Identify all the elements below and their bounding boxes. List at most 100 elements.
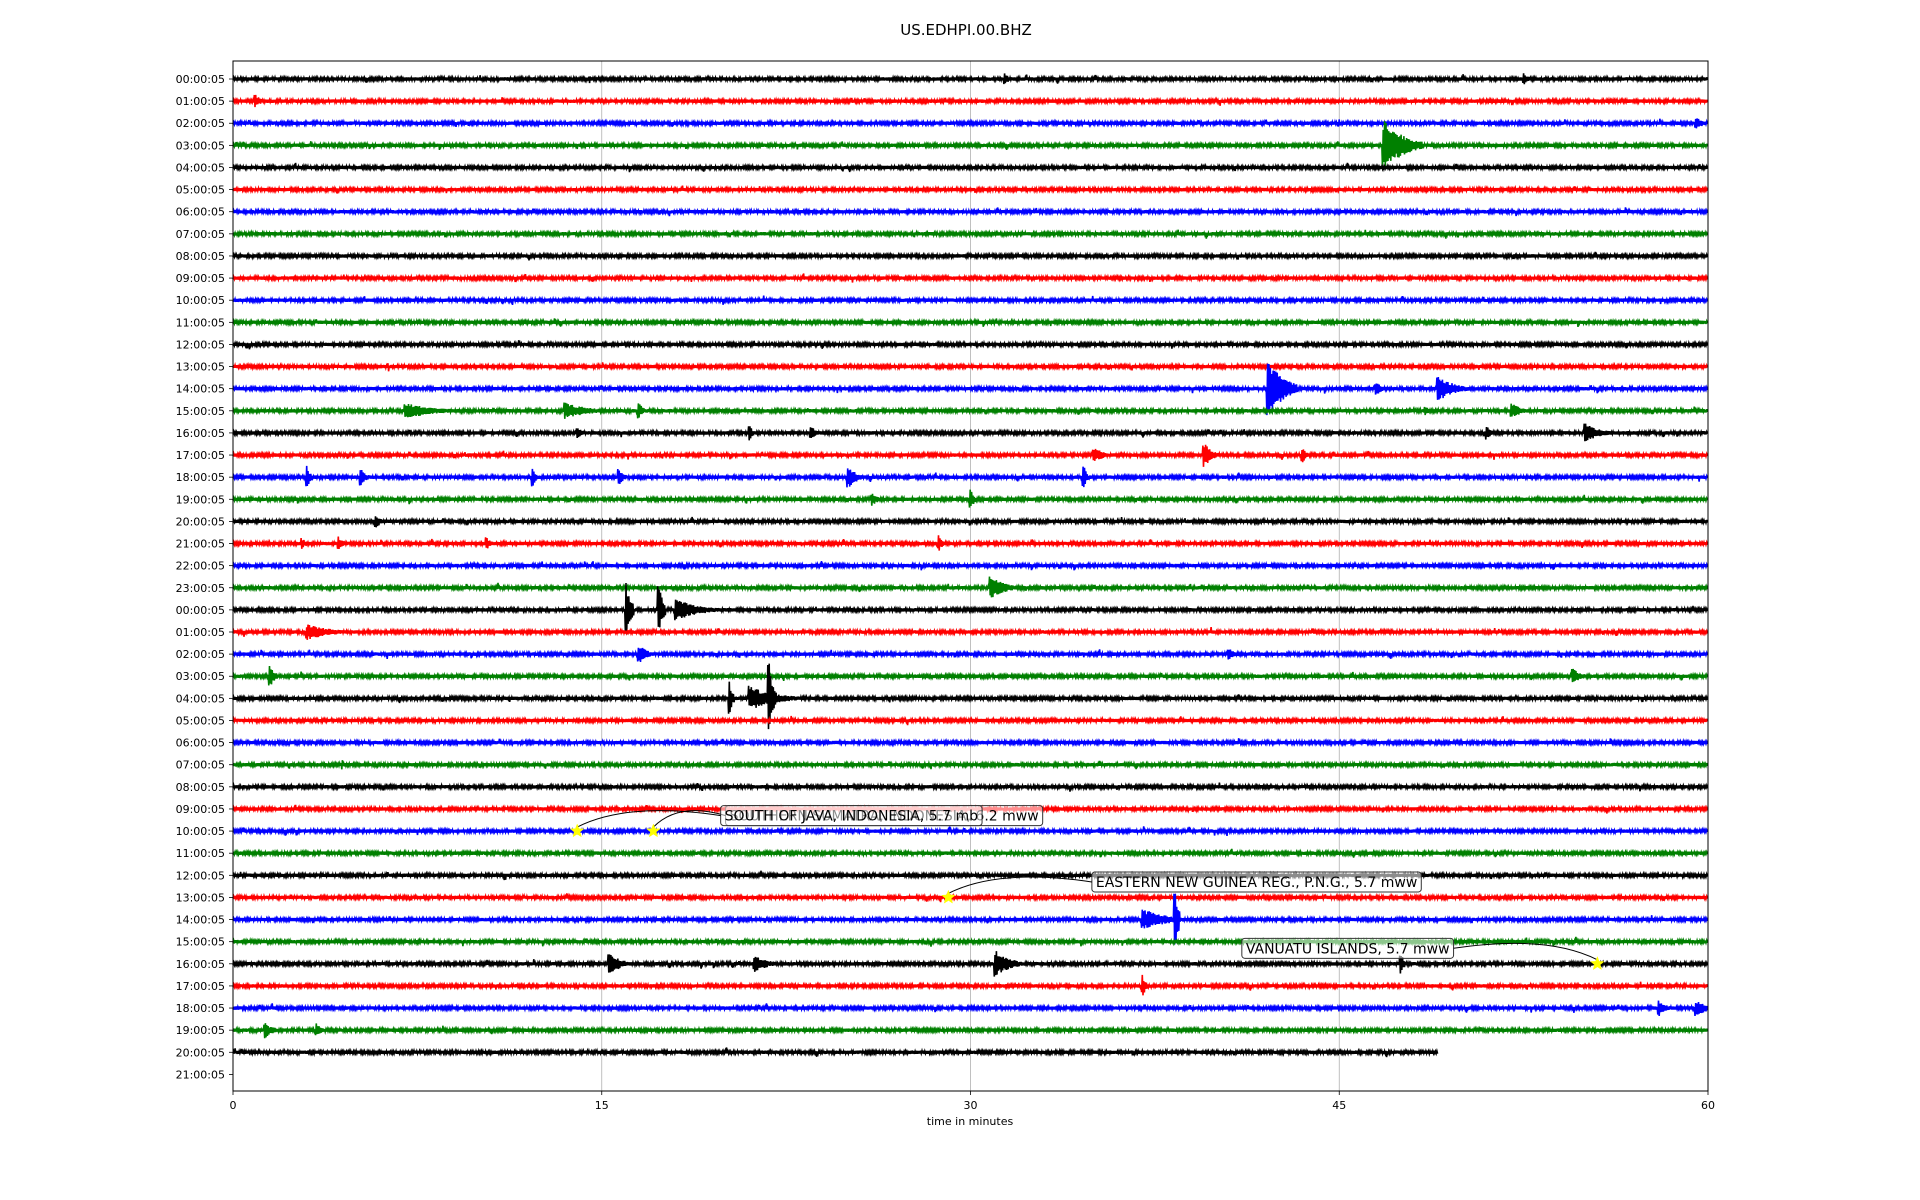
x-tick-labels: 0 15 30 45 60 (230, 1091, 1715, 1112)
seismic-trace (232, 94, 1709, 108)
seismic-trace (232, 229, 1709, 239)
y-tick-label: 16:00:05 (176, 958, 225, 971)
seismic-trace (232, 184, 1709, 195)
seismic-trace (232, 951, 1709, 977)
y-tick-label: 06:00:05 (176, 737, 225, 750)
y-tick-label: 04:00:05 (176, 692, 225, 705)
y-tick-label: 20:00:05 (176, 1046, 225, 1059)
seismic-trace (232, 582, 1709, 635)
y-tick-label: 07:00:05 (176, 228, 225, 241)
event-label: SOUTH OF JAVA, INDONESIA, 5.7 mb (725, 809, 978, 825)
event-star-marker (941, 889, 956, 904)
y-tick-label: 11:00:05 (176, 847, 225, 860)
event-connector (948, 876, 1092, 894)
y-tick-label: 19:00:05 (176, 493, 225, 506)
seismic-trace (232, 826, 1709, 836)
y-tick-label: 13:00:05 (176, 891, 225, 904)
y-tick-label: 04:00:05 (176, 161, 225, 174)
y-tick-label: 03:00:05 (176, 139, 225, 152)
x-axis-label: time in minutes (927, 1115, 1014, 1128)
seismic-trace (232, 339, 1709, 350)
y-tick-label: 12:00:05 (176, 338, 225, 351)
y-tick-label: 10:00:05 (176, 825, 225, 838)
x-tick-label: 45 (1332, 1099, 1346, 1112)
seismic-trace (232, 737, 1709, 748)
event-label-box (1241, 937, 1455, 959)
seismic-trace (232, 759, 1709, 770)
seismic-trace (232, 489, 1709, 508)
y-tick-label: 06:00:05 (176, 206, 225, 219)
y-tick-label: 05:00:05 (176, 714, 225, 727)
seismic-trace (232, 665, 1709, 686)
seismic-trace (232, 848, 1709, 859)
seismic-trace (232, 516, 1709, 528)
seismic-trace (232, 423, 1709, 442)
y-tick-label: 00:00:05 (176, 604, 225, 617)
event-connector (653, 810, 726, 828)
y-tick-label: 23:00:05 (176, 582, 225, 595)
seismic-trace (232, 162, 1709, 173)
seismic-trace (232, 206, 1709, 217)
seismic-trace (232, 663, 1709, 730)
y-tick-label: 14:00:05 (176, 914, 225, 927)
x-tick-label: 15 (595, 1099, 609, 1112)
y-tick-label: 13:00:05 (176, 361, 225, 374)
y-tick-label: 17:00:05 (176, 449, 225, 462)
y-tick-label: 12:00:05 (176, 869, 225, 882)
event-annotation: VANUATU ISLANDS, 5.7 mww (1241, 937, 1605, 971)
grid-lines (601, 61, 1340, 1091)
y-tick-label: 18:00:05 (176, 1002, 225, 1015)
y-tick-label: 09:00:05 (176, 272, 225, 285)
y-tick-label: 03:00:05 (176, 670, 225, 683)
y-tick-label: 01:00:05 (176, 626, 225, 639)
y-tick-labels: 00:00:05 01:00:05 02:00:05 03:00:05 04:00:05… (176, 73, 233, 1081)
seismic-trace (232, 1047, 1439, 1058)
y-tick-label: 14:00:05 (176, 383, 225, 396)
event-star-marker (646, 823, 661, 838)
y-tick-label: 07:00:05 (176, 759, 225, 772)
y-tick-label: 19:00:05 (176, 1024, 225, 1037)
event-connector (1453, 942, 1598, 961)
annotation-layer: SOUTHERN SUMATRA, INDONESIA, 6.2 mwwSOUT… (569, 805, 1605, 971)
seismic-trace (232, 363, 1709, 416)
seismic-trace (232, 73, 1709, 85)
event-annotation: SOUTH OF JAVA, INDONESIA, 5.7 mb (569, 805, 983, 838)
seismic-trace (232, 893, 1709, 945)
seismic-trace (232, 647, 1709, 662)
event-label: EASTERN NEW GUINEA REG., P.N.G., 5.7 mww (1096, 875, 1417, 891)
seismic-trace (232, 782, 1709, 792)
y-tick-label: 09:00:05 (176, 803, 225, 816)
y-tick-label: 21:00:05 (176, 538, 225, 551)
y-tick-label: 01:00:05 (176, 95, 225, 108)
y-tick-label: 05:00:05 (176, 184, 225, 197)
seismic-trace (232, 465, 1709, 488)
seismic-trace (232, 624, 1709, 640)
seismic-trace (232, 974, 1709, 996)
seismic-trace (232, 715, 1709, 726)
event-star-marker (569, 823, 585, 838)
y-tick-label: 10:00:05 (176, 294, 225, 307)
seismic-trace (232, 1023, 1709, 1039)
event-connector (576, 810, 721, 828)
event-label: VANUATU ISLANDS, 5.7 mww (1246, 941, 1450, 957)
x-tick-label: 0 (230, 1099, 237, 1112)
y-tick-label: 02:00:05 (176, 117, 225, 130)
y-tick-label: 16:00:05 (176, 427, 225, 440)
x-tick-label: 30 (964, 1099, 978, 1112)
seismic-trace (232, 1000, 1709, 1017)
y-tick-label: 17:00:05 (176, 980, 225, 993)
y-tick-label: 15:00:05 (176, 405, 225, 418)
seismic-trace (232, 317, 1709, 328)
seismic-trace (232, 444, 1709, 467)
seismic-trace (232, 936, 1709, 947)
x-tick-label: 60 (1701, 1099, 1715, 1112)
seismic-trace (232, 295, 1709, 305)
seismic-trace (232, 118, 1709, 129)
y-tick-label: 21:00:05 (176, 1068, 225, 1081)
seismic-trace (232, 576, 1709, 598)
y-tick-label: 08:00:05 (176, 781, 225, 794)
y-tick-label: 20:00:05 (176, 515, 225, 528)
seismic-trace (232, 535, 1709, 551)
y-tick-label: 02:00:05 (176, 648, 225, 661)
